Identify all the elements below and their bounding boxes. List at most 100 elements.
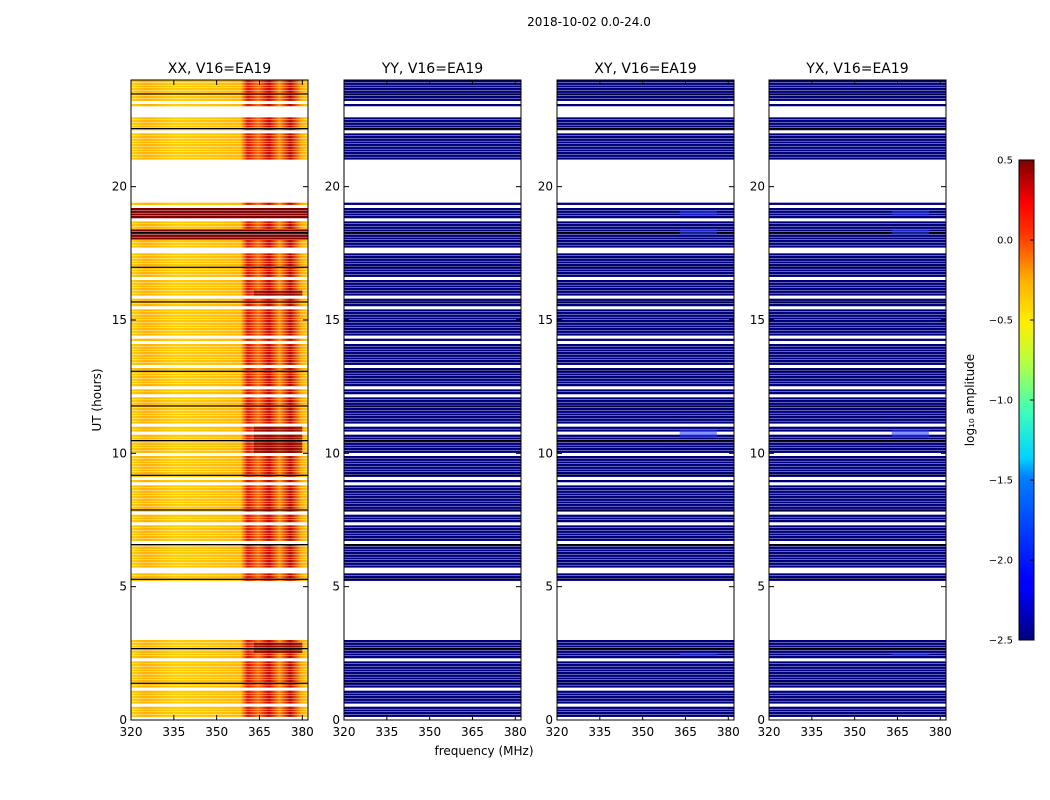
heatmap-row [344,677,521,680]
heatmap-row [769,298,946,301]
heatmap-row [557,714,734,717]
heatmap-row [769,373,946,376]
heatmap-row [557,216,734,219]
heatmap-row [344,429,521,432]
heatmap-row [131,528,308,531]
rfi-blip [891,429,929,438]
heatmap-row [557,258,734,261]
heatmap-row [344,549,521,552]
heatmap-row [131,298,308,301]
panel-yy: YY, V16=EA19 320 335 350 365 380 0 5 10 15 20 [325,61,527,739]
heatmap-row [769,154,946,157]
heatmap-row [557,565,734,568]
heatmap-row [131,480,308,483]
heatmap-row [344,96,521,99]
y-tick-label: 20 [112,180,127,194]
heatmap-row [557,104,734,107]
heatmap-row [131,458,308,461]
rfi-cell [253,442,303,445]
heatmap-row [344,690,521,693]
row-separator [131,405,308,407]
x-tick-label: 380 [717,725,740,739]
heatmap-row [344,461,521,464]
heatmap-row [344,368,521,371]
heatmap-row [769,429,946,432]
heatmap-row [131,96,308,99]
heatmap-row [344,493,521,496]
heatmap-row [557,264,734,267]
heatmap-row [557,333,734,336]
heatmap-row [557,202,734,205]
heatmap-row [344,98,521,101]
heatmap-row [131,242,308,245]
heatmap-row [769,701,946,704]
heatmap-row [557,253,734,256]
y-tick-label: 0 [332,713,340,727]
heatmap-row [557,322,734,325]
heatmap-row [557,520,734,523]
heatmap-row [557,357,734,360]
heatmap-row [344,346,521,349]
heatmap-row [344,136,521,139]
heatmap-row [131,304,308,307]
heatmap-row [769,680,946,683]
heatmap-row [131,354,308,357]
heatmap-row [557,384,734,387]
heatmap-row [131,104,308,107]
heatmap-row [769,549,946,552]
heatmap-row [557,221,734,224]
heatmap-row [769,202,946,205]
x-tick-label: 320 [120,725,143,739]
row-separator [769,405,946,407]
colorbar-label: log₁₀ amplitude [963,354,977,446]
heatmap-row [131,144,308,147]
y-tick-label: 15 [538,313,553,327]
heatmap-row [344,362,521,365]
heatmap-row [344,274,521,277]
heatmap-row [131,488,308,491]
heatmap-row [557,352,734,355]
heatmap-row [344,90,521,93]
heatmap-row [131,330,308,333]
rfi-blip [891,210,929,216]
heatmap-row [557,226,734,229]
heatmap-row [769,517,946,520]
panel-title: YY, V16=EA19 [381,61,483,77]
x-tick-label: 350 [631,725,654,739]
heatmap-row [131,493,308,496]
heatmap-row [769,82,946,85]
heatmap-row [344,344,521,347]
heatmap-row [344,152,521,155]
heatmap-row [344,693,521,696]
heatmap-row [769,488,946,491]
heatmap-row [769,418,946,421]
rfi-cell [253,645,303,648]
y-tick-label: 10 [538,446,553,460]
heatmap-row [769,554,946,557]
heatmap-row [344,261,521,264]
heatmap-row [131,701,308,704]
y-tick-label: 20 [538,180,553,194]
row-separator [131,266,308,268]
heatmap-row [557,378,734,381]
heatmap-row [131,309,308,312]
heatmap-row [557,485,734,488]
heatmap-row [557,354,734,357]
heatmap-row [769,674,946,677]
heatmap-row [131,245,308,248]
heatmap-row [557,416,734,419]
row-separator [131,578,308,580]
colorbar-tick-label: −0.5 [989,316,1013,327]
heatmap-row [769,354,946,357]
heatmap-row [344,546,521,549]
heatmap-row [769,152,946,155]
rfi-cell [253,437,303,440]
heatmap-row [769,138,946,141]
heatmap-row [557,269,734,272]
row-separator [344,509,521,511]
heatmap-row [344,304,521,307]
heatmap-row [769,224,946,227]
heatmap-row [344,373,521,376]
heatmap-row [344,80,521,83]
heatmap-row [769,690,946,693]
